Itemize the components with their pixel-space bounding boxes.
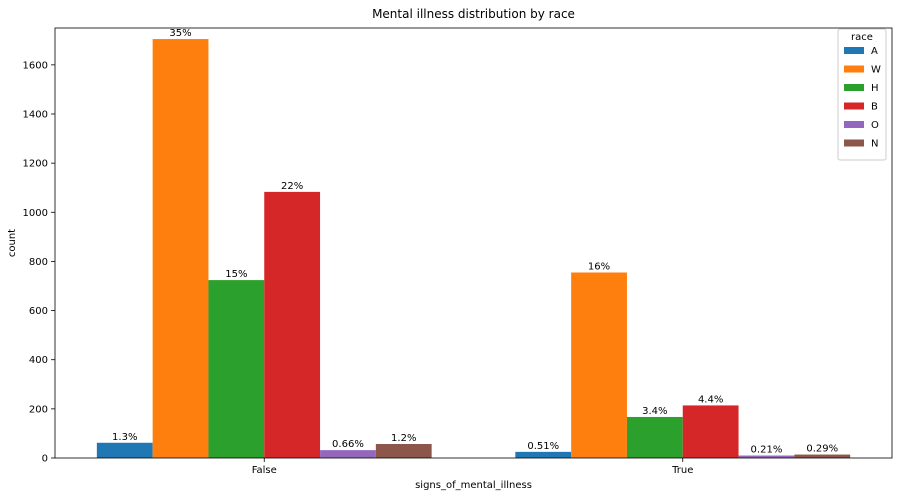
- bar-label-O-True: 0.21%: [751, 445, 783, 456]
- y-tick-label: 400: [29, 355, 48, 366]
- bar-label-O-False: 0.66%: [332, 439, 364, 450]
- bar-O-False: [320, 450, 376, 458]
- bar-H-False: [208, 280, 265, 458]
- chart-title: Mental illness distribution by race: [372, 7, 575, 21]
- bar-O-True: [738, 455, 795, 458]
- legend-label-H: H: [871, 83, 879, 94]
- bar-label-B-True: 4.4%: [698, 394, 723, 405]
- legend-label-N: N: [871, 139, 878, 150]
- y-tick-label: 600: [29, 306, 48, 317]
- legend-swatch-O: [844, 121, 864, 128]
- x-tick-label: False: [252, 465, 277, 476]
- bar-label-W-True: 16%: [588, 261, 610, 272]
- legend-label-O: O: [871, 120, 879, 131]
- bar-label-W-False: 35%: [169, 28, 191, 39]
- y-tick-label: 1600: [23, 60, 48, 71]
- x-tick-label: True: [671, 465, 693, 476]
- bar-label-A-False: 1.3%: [112, 432, 137, 443]
- bar-N-False: [375, 443, 432, 458]
- y-tick-label: 1200: [23, 159, 48, 170]
- legend-swatch-N: [844, 139, 864, 147]
- bar-A-True: [515, 451, 572, 458]
- y-axis-label: count: [7, 229, 18, 257]
- legend-swatch-W: [844, 65, 864, 73]
- bar-B-False: [264, 191, 321, 458]
- bar-A-False: [96, 442, 153, 458]
- bar-label-H-False: 15%: [225, 269, 247, 280]
- plot-area: 1.3% 0.51% 35% 16% 15% 3.4% 22% 4.4% 0.66% 0.21% 1…: [23, 27, 893, 476]
- bar-label-H-True: 3.4%: [642, 406, 667, 417]
- legend-label-W: W: [871, 65, 881, 76]
- x-axis-label: signs_of_mental_illness: [415, 480, 532, 491]
- legend-label-B: B: [871, 102, 878, 113]
- y-tick-label: 800: [29, 257, 48, 268]
- axes-frame: [54, 27, 893, 459]
- legend-title: race: [851, 32, 873, 43]
- bar-B-True: [682, 405, 739, 458]
- bar-label-A-True: 0.51%: [527, 441, 559, 452]
- bar-H-True: [626, 416, 683, 458]
- bar-label-N-True: 0.29%: [806, 444, 838, 455]
- bar-label-B-False: 22%: [281, 181, 303, 192]
- bar-W-True: [571, 272, 627, 458]
- y-tick-label: 1400: [23, 110, 48, 121]
- bar-W-False: [152, 39, 209, 459]
- legend-label-A: A: [871, 46, 878, 57]
- y-tick-label: 0: [42, 454, 48, 465]
- y-tick-label: 1000: [23, 208, 48, 219]
- bar-N-True: [794, 454, 851, 458]
- bar-label-N-False: 1.2%: [391, 433, 416, 444]
- y-tick-label: 200: [29, 404, 48, 415]
- legend-swatch-A: [844, 47, 864, 54]
- legend-swatch-B: [844, 102, 864, 110]
- legend-swatch-H: [844, 84, 864, 91]
